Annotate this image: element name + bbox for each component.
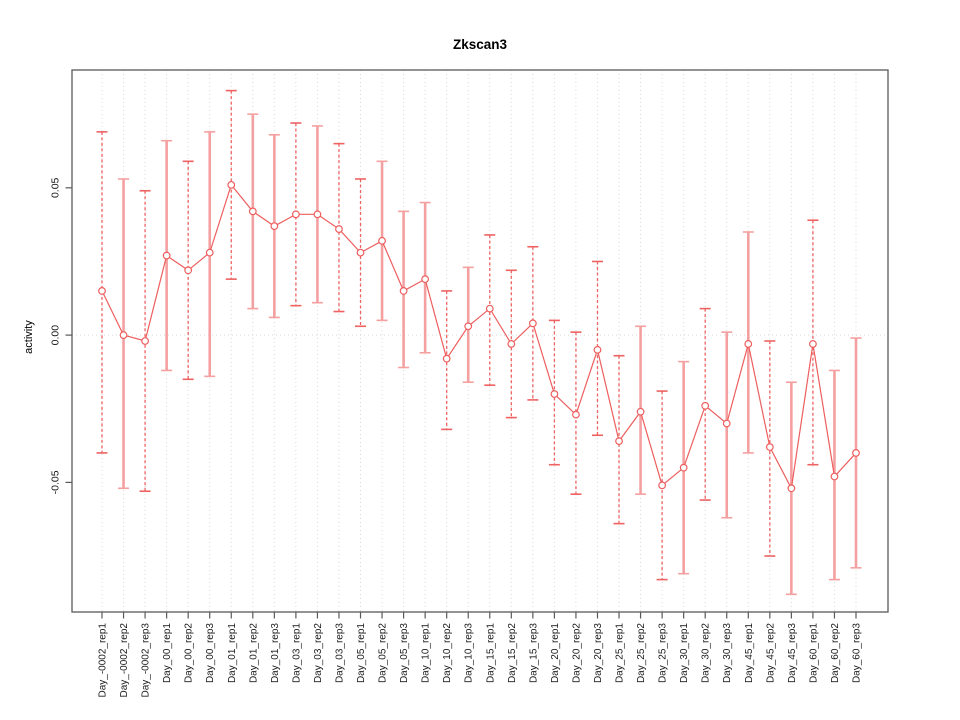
data-point-marker	[184, 266, 193, 275]
x-tick-label: Day_10_rep1	[421, 623, 432, 683]
x-tick-label: Day_20_rep3	[593, 623, 604, 683]
data-point-marker	[98, 287, 106, 295]
x-tick-label: Day_01_rep2	[248, 623, 259, 683]
x-tick-label: Day_15_rep3	[528, 623, 539, 683]
data-point-marker	[421, 275, 430, 284]
x-tick-label: Day_25_rep2	[636, 623, 647, 683]
data-point-marker	[765, 443, 774, 451]
x-tick-label: Day_-0002_rep2	[119, 623, 130, 698]
data-point-marker	[399, 287, 408, 295]
x-tick-label: Day_03_rep2	[313, 623, 324, 683]
data-point-marker	[205, 248, 214, 257]
x-tick-label: Day_01_rep1	[227, 623, 238, 683]
data-point-marker	[572, 410, 580, 419]
x-tick-label: Day_20_rep1	[550, 623, 561, 683]
data-point-marker	[679, 463, 688, 472]
x-tick-label: Day_20_rep2	[571, 623, 582, 683]
x-tick-label: Day_60_rep2	[830, 623, 841, 683]
chart-title: Zkscan3	[452, 37, 508, 52]
data-point-marker	[787, 484, 796, 493]
data-point-marker	[335, 225, 343, 233]
x-tick-label: Day_60_rep1	[808, 623, 819, 683]
x-tick-label: Day_03_rep1	[291, 623, 302, 683]
x-tick-label: Day_30_rep2	[701, 623, 712, 683]
x-tick-label: Day_60_rep3	[852, 623, 863, 683]
data-point-marker	[809, 340, 817, 348]
plot-border	[71, 69, 889, 613]
data-point-marker	[464, 322, 473, 331]
x-tick-label: Day_10_rep3	[464, 623, 475, 683]
data-point-marker	[442, 354, 451, 363]
x-tick-label: Day_01_rep3	[270, 623, 281, 683]
x-tick-label: Day_30_rep3	[722, 623, 733, 683]
x-tick-label: Day_30_rep1	[679, 623, 690, 683]
x-tick-label: Day_15_rep1	[485, 623, 496, 683]
data-point-marker	[658, 481, 667, 490]
data-point-marker	[830, 472, 839, 481]
x-tick-label: Day_00_rep2	[184, 623, 195, 683]
x-tick-label: Day_45_rep2	[765, 623, 776, 683]
data-point-marker	[141, 337, 149, 345]
x-tick-label: Day_05_rep1	[356, 623, 367, 683]
x-tick-label: Day_03_rep3	[334, 623, 345, 683]
data-point-marker	[507, 340, 516, 348]
data-point-marker	[378, 236, 386, 245]
data-point-marker	[227, 180, 236, 189]
data-point-marker	[744, 340, 753, 348]
data-point-marker	[162, 251, 171, 260]
data-point-marker	[248, 207, 257, 216]
x-tick-label: Day_00_rep1	[162, 623, 173, 683]
x-tick-label: Day_25_rep1	[615, 623, 626, 683]
data-point-marker	[485, 304, 494, 313]
data-point-marker	[291, 210, 300, 219]
data-point-marker	[550, 390, 559, 398]
x-tick-label: Day_25_rep3	[658, 623, 669, 683]
data-point-marker	[593, 345, 602, 354]
x-tick-label: Day_-0002_rep3	[141, 623, 152, 698]
data-point-marker	[356, 248, 365, 257]
y-axis-label: activity	[23, 320, 35, 354]
data-point-marker	[119, 331, 128, 340]
x-tick-label: Day_-0002_rep1	[98, 623, 109, 698]
x-tick-label: Day_10_rep2	[442, 623, 453, 683]
data-point-marker	[701, 401, 710, 410]
data-point-marker	[722, 419, 731, 428]
data-point-marker	[852, 449, 860, 457]
y-tick-label: 0.05	[50, 177, 62, 198]
x-tick-label: Day_00_rep3	[205, 623, 216, 683]
x-tick-label: Day_45_rep3	[787, 623, 798, 683]
data-point-marker	[636, 407, 645, 416]
y-tick-label: 0.00	[50, 325, 62, 346]
x-tick-label: Day_45_rep1	[744, 623, 755, 683]
series-line	[101, 183, 857, 491]
data-point-marker	[615, 437, 623, 446]
x-tick-label: Day_15_rep2	[507, 623, 518, 683]
data-point-marker	[313, 210, 322, 219]
x-tick-label: Day_05_rep2	[378, 623, 389, 683]
data-point-marker	[528, 319, 537, 328]
data-point-marker	[270, 222, 279, 231]
x-tick-label: Day_05_rep3	[399, 623, 410, 683]
y-tick-label: -0.05	[50, 470, 62, 494]
